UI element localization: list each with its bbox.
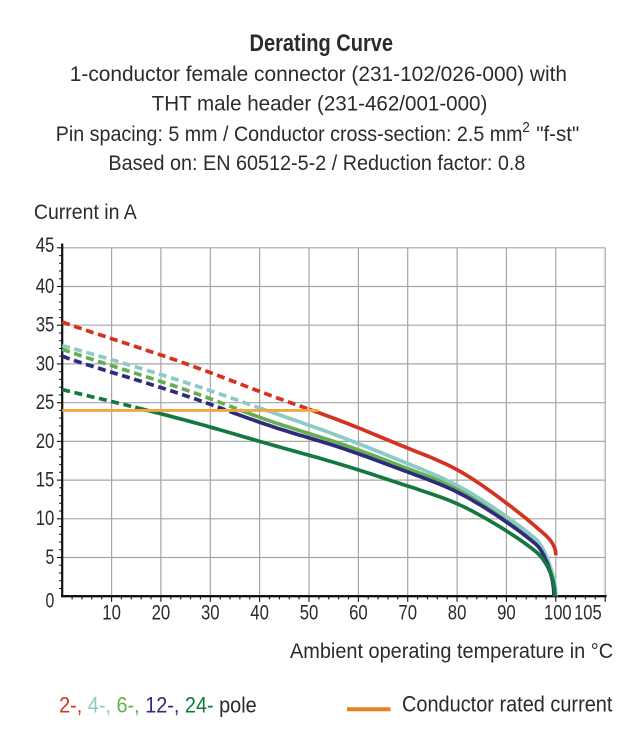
- svg-text:25: 25: [36, 390, 55, 414]
- svg-text:15: 15: [36, 468, 55, 492]
- svg-text:40: 40: [250, 601, 269, 625]
- svg-text:30: 30: [201, 601, 220, 625]
- svg-text:Pin spacing: 5 mm / Conductor: Pin spacing: 5 mm / Conductor cross-sect…: [56, 122, 523, 146]
- svg-text:0: 0: [46, 589, 55, 613]
- svg-text:20: 20: [36, 429, 55, 453]
- svg-text:2-, 4-, 6-, 12-, 24- pole: 2-, 4-, 6-, 12-, 24- pole: [59, 692, 257, 717]
- svg-text:Based on: EN 60512-5-2 / Reduc: Based on: EN 60512-5-2 / Reduction facto…: [108, 151, 525, 175]
- svg-text:90: 90: [497, 601, 516, 625]
- svg-text:30: 30: [36, 351, 55, 375]
- svg-text:35: 35: [36, 313, 55, 337]
- svg-text:50: 50: [300, 601, 319, 625]
- svg-text:60: 60: [349, 601, 368, 625]
- svg-text:5: 5: [46, 545, 55, 569]
- svg-text:10: 10: [36, 506, 55, 530]
- svg-text:10: 10: [102, 601, 121, 625]
- svg-text:"f-st": "f-st": [536, 122, 579, 146]
- svg-text:70: 70: [398, 601, 417, 625]
- svg-text:Derating Curve: Derating Curve: [250, 30, 394, 57]
- svg-text:45: 45: [36, 233, 55, 257]
- svg-text:Conductor rated current: Conductor rated current: [402, 692, 612, 717]
- svg-text:Current in A: Current in A: [34, 200, 137, 224]
- svg-text:80: 80: [448, 601, 467, 625]
- svg-text:1-conductor female connector (: 1-conductor female connector (231-102/02…: [70, 62, 567, 86]
- svg-text:THT male header (231-462/001-0: THT male header (231-462/001-000): [152, 92, 488, 116]
- svg-text:105: 105: [574, 601, 602, 625]
- svg-text:2: 2: [522, 120, 530, 136]
- svg-text:20: 20: [152, 601, 171, 625]
- svg-text:100: 100: [544, 601, 572, 625]
- svg-text:40: 40: [36, 274, 55, 298]
- svg-text:Ambient operating temperature: Ambient operating temperature in °C: [290, 639, 613, 663]
